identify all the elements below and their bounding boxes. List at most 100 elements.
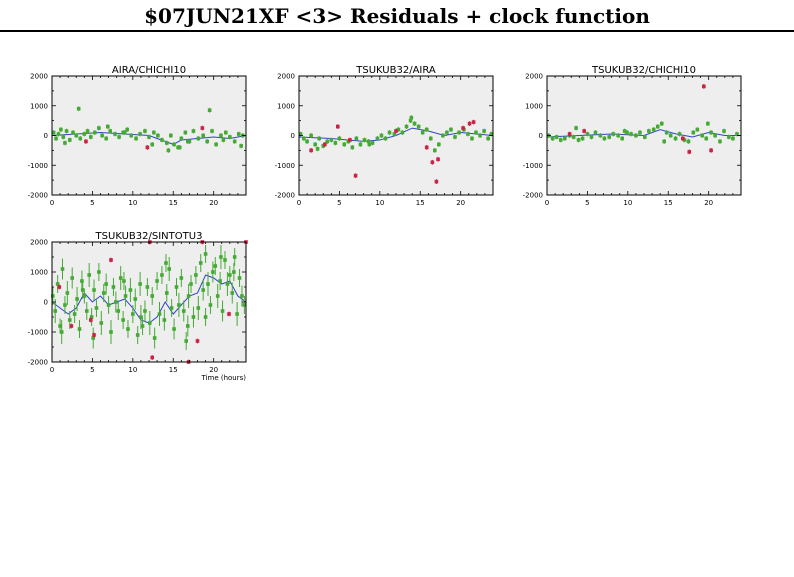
- residual-point: [695, 127, 700, 132]
- residual-point: [239, 144, 243, 148]
- residual-point: [67, 318, 72, 322]
- residual-point: [470, 136, 474, 141]
- residual-point: [210, 129, 214, 133]
- residual-point: [562, 136, 567, 141]
- residual-point: [198, 261, 203, 265]
- residual-point: [664, 130, 669, 135]
- flagged-point: [195, 339, 200, 343]
- residual-point: [598, 133, 603, 138]
- residual-point: [607, 135, 612, 139]
- residual-point: [207, 108, 212, 113]
- residual-point: [121, 318, 125, 322]
- residual-point: [651, 127, 656, 132]
- residual-point: [668, 133, 673, 138]
- flagged-point: [709, 148, 713, 153]
- residual-point: [201, 133, 205, 138]
- residual-point: [164, 261, 168, 265]
- y-tick-label: -2000: [28, 192, 48, 200]
- flagged-point: [430, 160, 435, 165]
- x-tick-label: 0: [297, 199, 301, 207]
- x-tick-label: 10: [623, 199, 632, 207]
- x-tick-label: 15: [664, 199, 673, 207]
- residual-point: [325, 139, 330, 144]
- residual-point: [433, 148, 437, 153]
- residual-point: [140, 324, 145, 328]
- residual-point: [82, 132, 87, 136]
- residual-point: [474, 130, 478, 135]
- residual-point: [169, 306, 174, 310]
- residual-point: [105, 124, 110, 129]
- flagged-point: [84, 139, 88, 144]
- x-tick-label: 15: [169, 199, 178, 207]
- residual-point: [412, 121, 417, 126]
- residual-point: [700, 133, 704, 138]
- x-tick-label: 20: [704, 199, 713, 207]
- residual-point: [143, 309, 147, 313]
- flagged-point: [681, 136, 685, 141]
- x-tick-label: 20: [456, 199, 465, 207]
- chart-title: TSUKUB32/AIRA: [355, 65, 436, 76]
- y-tick-label: -2000: [275, 192, 295, 200]
- residual-point: [174, 285, 179, 289]
- y-tick-label: 2000: [30, 239, 48, 247]
- residual-point: [620, 136, 624, 141]
- flagged-point: [702, 84, 706, 89]
- residual-point: [186, 139, 190, 144]
- residual-point: [114, 300, 118, 304]
- residual-point: [106, 303, 111, 307]
- residual-point: [731, 136, 735, 141]
- residual-point: [704, 136, 709, 141]
- residual-point: [54, 136, 58, 141]
- residual-point: [104, 136, 108, 141]
- y-tick-label: -2000: [523, 192, 543, 200]
- residual-point: [186, 294, 191, 298]
- residual-point: [189, 282, 193, 286]
- residual-point: [97, 126, 101, 130]
- residual-point: [223, 258, 227, 262]
- residual-point: [152, 130, 156, 135]
- flagged-point: [353, 173, 358, 178]
- residual-point: [113, 132, 117, 136]
- flagged-point: [567, 132, 572, 136]
- residual-point: [55, 282, 60, 286]
- residual-point: [65, 291, 70, 295]
- residual-point: [58, 324, 62, 328]
- residual-point: [240, 294, 244, 298]
- residual-point: [76, 106, 81, 111]
- x-tick-label: 15: [416, 199, 425, 207]
- y-tick-label: 1000: [30, 269, 48, 277]
- residual-point: [108, 129, 112, 133]
- residual-point: [302, 136, 306, 141]
- residual-point: [219, 133, 223, 138]
- residual-point: [64, 129, 69, 133]
- residual-point: [133, 297, 138, 301]
- residual-point: [93, 130, 97, 135]
- residual-point: [215, 294, 220, 298]
- residual-point: [184, 339, 188, 343]
- residual-point: [466, 132, 470, 136]
- residual-point: [179, 276, 184, 280]
- residual-point: [478, 133, 482, 138]
- residual-point: [72, 312, 77, 316]
- residual-point: [100, 133, 104, 138]
- residual-point: [147, 135, 151, 139]
- residual-point: [156, 133, 160, 138]
- residual-point: [554, 135, 559, 139]
- residual-point: [206, 282, 210, 286]
- residual-point: [160, 273, 164, 277]
- residual-point: [659, 121, 664, 126]
- residual-point: [80, 288, 85, 292]
- y-tick-label: 0: [291, 132, 295, 140]
- residual-point: [51, 130, 56, 135]
- residual-point: [152, 336, 157, 340]
- residual-point: [342, 142, 347, 147]
- residual-point: [138, 282, 142, 286]
- residual-point: [400, 130, 405, 135]
- residual-point: [220, 309, 225, 313]
- residual-point: [75, 297, 79, 301]
- residual-point: [91, 336, 96, 340]
- residual-point: [157, 312, 162, 316]
- flagged-point: [69, 324, 74, 328]
- residual-point: [89, 135, 93, 139]
